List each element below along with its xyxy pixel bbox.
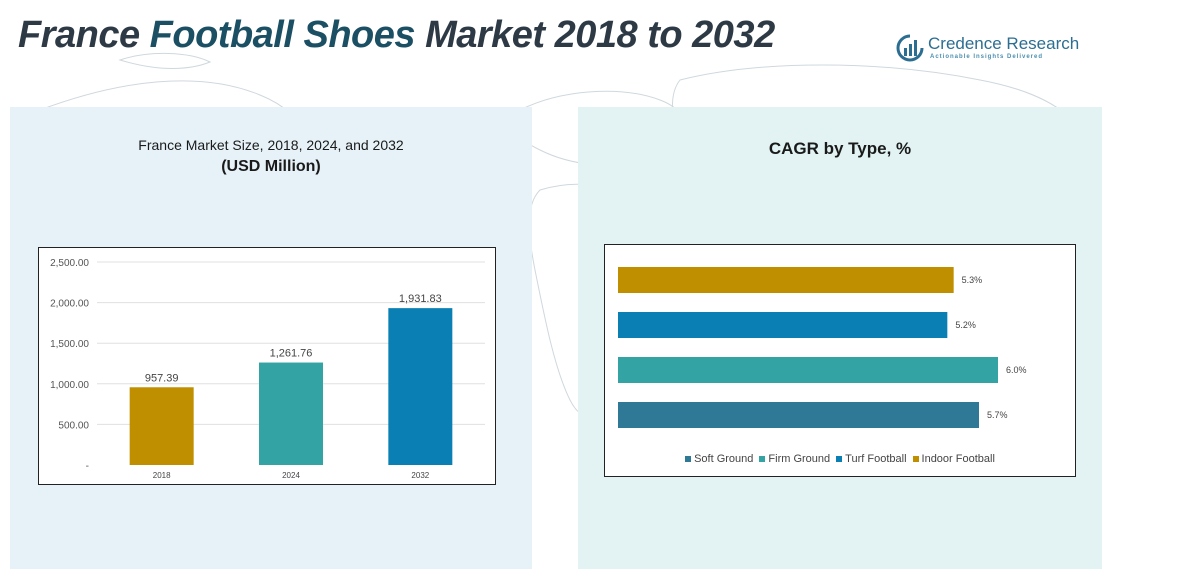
legend-label: Firm Ground bbox=[768, 453, 831, 465]
market-size-bar-chart: - 500.00 1,000.00 1,500.00 2,000.00 2,500.00 9… bbox=[50, 258, 485, 480]
x-tick-label: 2032 bbox=[411, 471, 429, 480]
y-tick-label: 1,500.00 bbox=[50, 339, 89, 350]
cagr-panel: CAGR by Type, % 5.3% 5.2% 6.0% 5.7% Soft Gr… bbox=[578, 107, 1102, 569]
legend-item: Turf Football bbox=[836, 453, 907, 465]
hbar-value-label: 5.7% bbox=[987, 410, 1008, 420]
y-tick-label: 1,000.00 bbox=[50, 380, 89, 391]
bar-2032 bbox=[388, 308, 453, 465]
y-tick-label: - bbox=[86, 461, 89, 472]
hbar-value-label: 6.0% bbox=[1006, 365, 1027, 375]
legend-label: Turf Football bbox=[845, 453, 907, 465]
logo-tagline: Actionable Insights Delivered bbox=[930, 54, 1044, 60]
bar-2018 bbox=[129, 387, 194, 465]
hbar-Soft Ground bbox=[618, 402, 979, 428]
hbar-Turf Football bbox=[618, 312, 948, 338]
bar-value-label: 957.39 bbox=[145, 372, 179, 384]
x-tick-label: 2024 bbox=[282, 471, 300, 480]
legend-swatch bbox=[685, 456, 692, 463]
y-tick-label: 2,000.00 bbox=[50, 299, 89, 310]
legend-swatch bbox=[759, 456, 766, 463]
legend-swatch bbox=[836, 456, 843, 463]
cagr-horizontal-bar-chart: 5.3% 5.2% 6.0% 5.7% bbox=[618, 267, 1027, 428]
hbar-Firm Ground bbox=[618, 357, 998, 383]
x-tick-label: 2018 bbox=[153, 471, 171, 480]
y-tick-label: 500.00 bbox=[58, 420, 89, 431]
cagr-title: CAGR by Type, % bbox=[768, 139, 912, 158]
hbar-value-label: 5.2% bbox=[955, 320, 976, 330]
legend-label: Indoor Football bbox=[921, 453, 995, 465]
hbar-Indoor Football bbox=[618, 267, 954, 293]
cagr-legend: Soft Ground Firm Ground Turf Football Indoo… bbox=[605, 453, 1075, 465]
legend-item: Soft Ground bbox=[685, 453, 753, 465]
legend-label: Soft Ground bbox=[694, 453, 754, 465]
title-part-product: Football Shoes bbox=[149, 14, 416, 56]
legend-item: Firm Ground bbox=[759, 453, 830, 465]
hbar-value-label: 5.3% bbox=[962, 275, 983, 285]
market-size-unit: (USD Million) bbox=[221, 158, 321, 175]
y-tick-label: 2,500.00 bbox=[50, 258, 89, 269]
logo-name: Credence Research bbox=[928, 34, 1080, 53]
legend-item: Indoor Football bbox=[912, 453, 995, 465]
market-size-chart-box: - 500.00 1,000.00 1,500.00 2,000.00 2,500.00 9… bbox=[38, 247, 496, 485]
bar-value-label: 1,261.76 bbox=[270, 348, 313, 360]
bar-value-label: 1,931.83 bbox=[399, 293, 442, 305]
bar-2024 bbox=[259, 362, 323, 465]
title-part-country: France bbox=[18, 14, 150, 56]
market-size-title: France Market Size, 2018, 2024, and 2032 bbox=[138, 137, 404, 153]
title-part-range: Market 2018 to 2032 bbox=[415, 14, 775, 56]
credence-research-logo: Credence Research Actionable Insights De… bbox=[896, 30, 1086, 70]
legend-swatch bbox=[912, 456, 919, 463]
bar-chart-logo-icon bbox=[896, 34, 924, 62]
page-title: France Football Shoes Market 2018 to 203… bbox=[18, 14, 775, 57]
cagr-chart-box: 5.3% 5.2% 6.0% 5.7% Soft Ground Firm Ground T… bbox=[604, 244, 1076, 477]
market-size-panel: France Market Size, 2018, 2024, and 2032… bbox=[10, 107, 532, 569]
